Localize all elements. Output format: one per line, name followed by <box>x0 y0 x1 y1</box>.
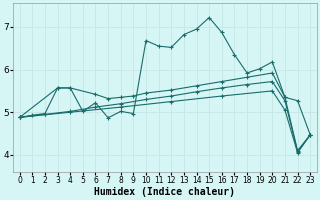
X-axis label: Humidex (Indice chaleur): Humidex (Indice chaleur) <box>94 186 236 197</box>
